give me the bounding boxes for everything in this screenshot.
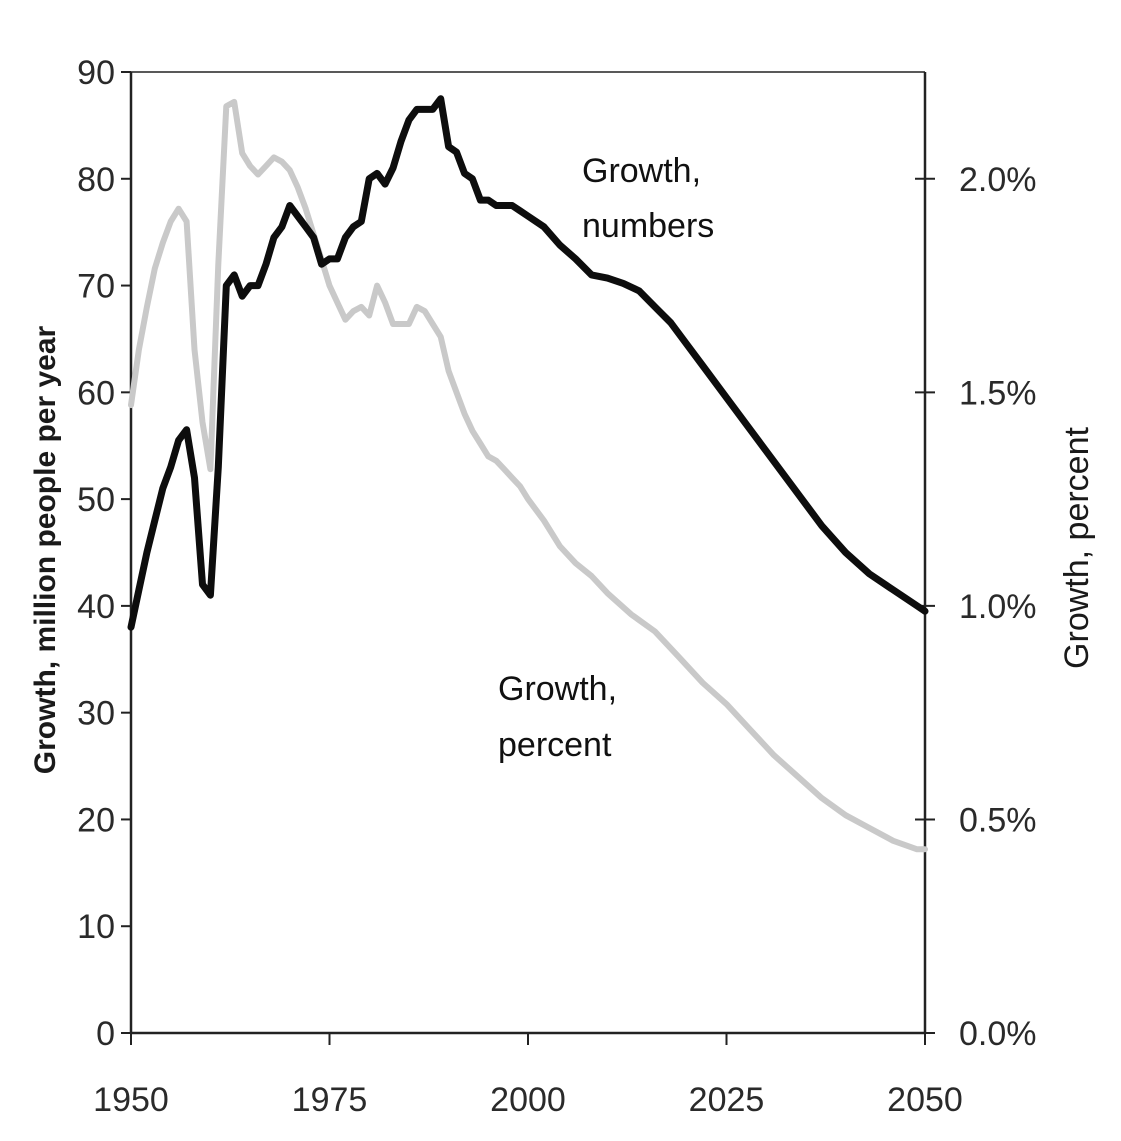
x-tick-label: 2050 — [887, 1081, 963, 1119]
tick-labels: 0 10 20 30 40 50 60 70 80 90 0.0% 0.5% 1.0% 1.5% 2.0% 1… — [77, 54, 1036, 1119]
y-axis-title-left: Growth, million people per year — [29, 325, 62, 774]
y-axis-title-right: Growth, percent — [1058, 427, 1096, 669]
axes — [121, 71, 935, 1045]
series-layer — [127, 95, 929, 853]
annotation-numbers-line1: Growth, — [582, 152, 701, 190]
y-tick-label-left: 0 — [96, 1015, 115, 1053]
y-tick-label-left: 90 — [77, 54, 115, 92]
x-tick-label: 1950 — [93, 1081, 169, 1119]
series-line-growth-numbers — [127, 95, 929, 631]
y-tick-label-left: 70 — [77, 268, 115, 306]
y-tick-label-right: 1.5% — [959, 374, 1037, 412]
y-tick-label-left: 30 — [77, 695, 115, 733]
y-tick-label-left: 80 — [77, 161, 115, 199]
y-tick-label-left: 40 — [77, 588, 115, 626]
y-tick-label-right: 1.0% — [959, 588, 1037, 626]
y-tick-label-left: 50 — [77, 481, 115, 519]
annotation-numbers-line2: numbers — [582, 207, 714, 245]
series-line-growth-percent — [128, 98, 928, 853]
y-tick-label-right: 0.5% — [959, 801, 1037, 839]
annotation-percent-line2: percent — [498, 726, 612, 764]
y-tick-label-left: 20 — [77, 801, 115, 839]
x-tick-label: 1975 — [292, 1081, 368, 1119]
y-tick-label-left: 10 — [77, 908, 115, 946]
annotation-percent-line1: Growth, — [498, 670, 617, 708]
y-tick-label-right: 2.0% — [959, 161, 1037, 199]
x-tick-label: 2025 — [689, 1081, 765, 1119]
y-tick-label-left: 60 — [77, 374, 115, 412]
y-tick-label-right: 0.0% — [959, 1015, 1037, 1053]
x-tick-label: 2000 — [490, 1081, 566, 1119]
